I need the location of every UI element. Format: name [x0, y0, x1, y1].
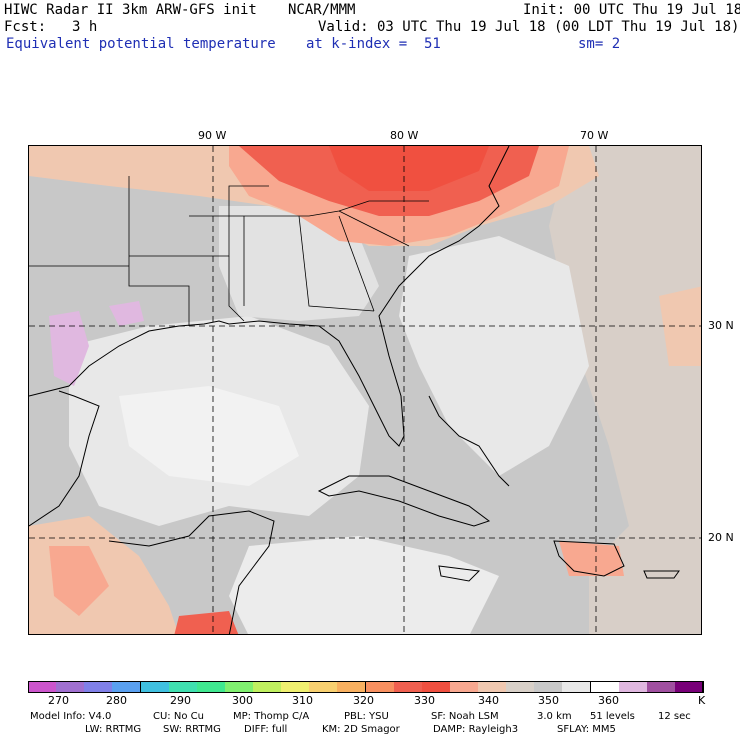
field-caribbean-light [229, 536, 499, 634]
footer-cu: CU: No Cu [153, 711, 204, 722]
field-yucatan-red [174, 611, 239, 634]
footer-levels: 51 levels [590, 711, 635, 722]
footer-sw: SW: RRTMG [163, 724, 221, 735]
map-panel [28, 145, 702, 635]
colorbar-label-290: 290 [170, 694, 191, 707]
footer-sf: SF: Noah LSM [431, 711, 499, 722]
coastline-hispaniola [553, 540, 625, 577]
field-hispaniola-salmon [559, 541, 624, 576]
graticule [29, 146, 701, 634]
forecast-label: Fcst: [4, 19, 47, 35]
coastline-cuba [317, 475, 491, 527]
footer-timestep: 12 sec [658, 711, 691, 722]
footer-mp: MP: Thomp C/A [233, 711, 310, 722]
colorbar-label-300: 300 [232, 694, 253, 707]
level-info: at k-index = 51 [306, 36, 441, 52]
lon-label-70w: 70 W [580, 129, 609, 142]
colorbar-label-310: 310 [292, 694, 313, 707]
colorbar-label-unit: K [698, 694, 706, 707]
footer-lw: LW: RRTMG [85, 724, 142, 735]
footer-diff: DIFF: full [244, 724, 288, 735]
colorbar-label-330: 330 [414, 694, 435, 707]
coastlines [29, 146, 680, 634]
field-texas-purple [49, 311, 89, 386]
field-east-ocean [549, 146, 701, 634]
colorbar-label-360: 360 [598, 694, 619, 707]
colorbar-label-280: 280 [106, 694, 127, 707]
lon-label-80w: 80 W [390, 129, 419, 142]
lon-label-90w: 90 W [198, 129, 227, 142]
lat-label-30n: 30 N [708, 319, 734, 332]
field-name: Equivalent potential temperature [6, 36, 276, 52]
map-canvas [29, 146, 701, 634]
organization: NCAR/MMM [288, 2, 356, 18]
field-mexico-salmon [49, 546, 109, 616]
footer-resolution: 3.0 km [537, 711, 572, 722]
footer-km: KM: 2D Smagor [322, 724, 400, 735]
colorbar-label-270: 270 [48, 694, 69, 707]
footer-pbl: PBL: YSU [344, 711, 389, 722]
field-atlantic-light [399, 236, 589, 476]
field-north-deepred [329, 146, 489, 191]
coastline-jamaica [438, 565, 481, 582]
coastline-mexico-gulf [29, 390, 100, 527]
coastline-puerto-rico [643, 570, 680, 579]
forecast-hour: 3 h [72, 19, 98, 35]
smoothing-info: sm= 2 [578, 36, 621, 52]
footer-model-info: Model Info: V4.0 [30, 711, 112, 722]
coastline-bahamas [428, 395, 510, 487]
footer-sflay: SFLAY: MM5 [557, 724, 616, 735]
field-louisiana-purple [109, 301, 144, 326]
colorbar-label-320: 320 [353, 694, 374, 707]
colorbar-swatch [674, 681, 704, 693]
colorbar-frame [28, 681, 703, 693]
field-gulf-lighter [119, 386, 299, 486]
valid-time: Valid: 03 UTC Thu 19 Jul 18 (00 LDT Thu … [318, 19, 740, 35]
coastline-yucatan [108, 510, 275, 634]
init-time: Init: 00 UTC Thu 19 Jul 18 [523, 2, 740, 18]
colorbar-label-340: 340 [478, 694, 499, 707]
colorbar-label-350: 350 [538, 694, 559, 707]
plot-title: HIWC Radar II 3km ARW-GFS init [4, 2, 257, 18]
footer-damp: DAMP: Rayleigh3 [433, 724, 519, 735]
state-borders [29, 176, 429, 326]
lat-label-20n: 20 N [708, 531, 734, 544]
coastline-us [29, 146, 510, 447]
